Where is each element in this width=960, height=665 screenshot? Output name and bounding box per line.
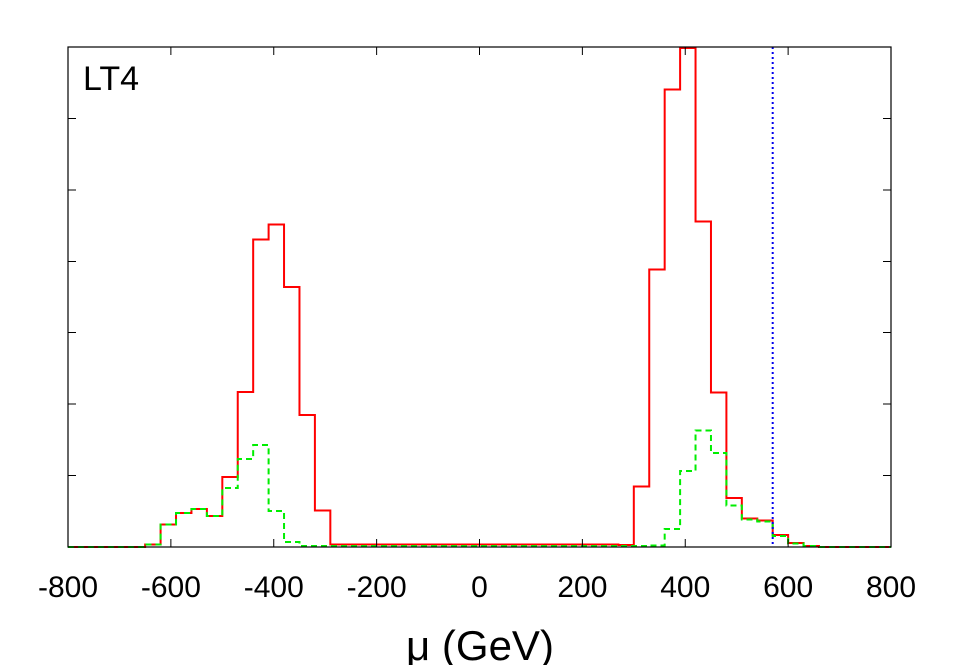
plot-background <box>68 47 891 547</box>
x-tick-label: 200 <box>557 571 607 604</box>
x-axis-title: μ (GeV) <box>406 622 554 665</box>
series-1-dashed <box>68 429 891 548</box>
x-tick-label: 400 <box>660 571 710 604</box>
series-layer <box>68 47 891 548</box>
x-tick-label: -800 <box>38 571 98 604</box>
x-tick-label: -400 <box>244 571 304 604</box>
x-tick-label: 600 <box>763 571 813 604</box>
series-outline <box>68 429 891 548</box>
x-tick-label: 0 <box>471 571 488 604</box>
panel-label: LT4 <box>83 60 139 98</box>
x-tick-label: -200 <box>347 571 407 604</box>
tick-layer <box>67 47 892 547</box>
x-tick-label: -600 <box>141 571 201 604</box>
x-tick-labels: -800 -600 -400 -200 0 200 400 600 800 <box>38 571 916 604</box>
x-tick-label: 800 <box>866 571 916 604</box>
